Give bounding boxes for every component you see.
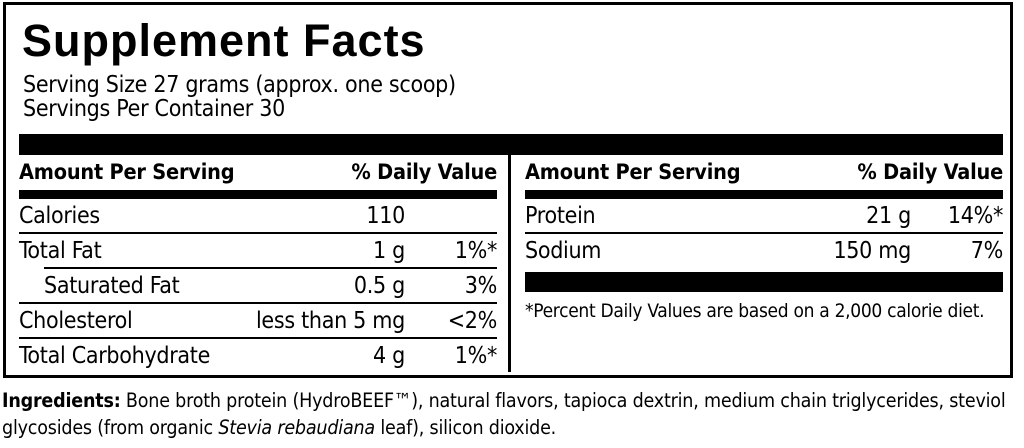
row-separator-indented bbox=[44, 267, 497, 269]
daily-value-header: % Daily Value bbox=[857, 160, 1003, 185]
nutrient-name: Protein bbox=[525, 202, 596, 229]
amount-per-serving-header: Amount Per Serving bbox=[19, 160, 235, 185]
nutrient-amount: 150 mg bbox=[833, 237, 911, 264]
ingredients-body: Bone broth protein (HydroBEEF™), natural… bbox=[2, 389, 1006, 439]
nutrition-table-right: Amount Per Serving % Daily Value Protein… bbox=[525, 155, 1003, 372]
nutrient-daily-value: <2% bbox=[447, 307, 498, 334]
nutrient-daily-value: 14%* bbox=[947, 202, 1003, 229]
nutrient-daily-value: 1%* bbox=[454, 237, 498, 264]
daily-value-footnote: *Percent Daily Values are based on a 2,0… bbox=[525, 300, 985, 322]
nutrient-name: Cholesterol bbox=[19, 307, 133, 334]
nutrient-name: Saturated Fat bbox=[44, 272, 180, 299]
nutrient-amount: 4 g bbox=[373, 342, 405, 369]
nutrition-tables: Amount Per Serving % Daily Value Calorie… bbox=[19, 155, 1003, 372]
nutrient-daily-value: 7% bbox=[970, 237, 1004, 264]
header-underline-bar bbox=[525, 190, 1003, 199]
nutrient-name: Sodium bbox=[525, 237, 602, 264]
supplement-facts-panel: Supplement Facts Serving Size 27 grams (… bbox=[3, 2, 1013, 378]
nutrient-row-calories: Calories 110 bbox=[19, 199, 497, 232]
row-separator bbox=[19, 232, 497, 234]
nutrient-daily-value: 3% bbox=[464, 272, 498, 299]
nutrient-name: Total Fat bbox=[19, 237, 102, 264]
nutrient-row-total-fat: Total Fat 1 g 1%* bbox=[19, 234, 497, 267]
panel-title: Supplement Facts bbox=[22, 15, 426, 66]
nutrition-table-left: Amount Per Serving % Daily Value Calorie… bbox=[19, 155, 497, 372]
servings-per-container-text: Servings Per Container 30 bbox=[23, 96, 285, 122]
row-separator bbox=[525, 232, 1003, 234]
ingredients-body-end: leaf), silicon dioxide. bbox=[374, 416, 557, 439]
nutrient-amount: 0.5 g bbox=[353, 272, 405, 299]
nutrient-row-sodium: Sodium 150 mg 7% bbox=[525, 234, 1003, 267]
nutrient-amount: 1 g bbox=[373, 237, 405, 264]
header-underline-bar bbox=[19, 190, 497, 199]
nutrient-row-cholesterol: Cholesterol less than 5 mg <2% bbox=[19, 304, 497, 337]
ingredients-latin-name: Stevia rebaudiana bbox=[218, 416, 375, 439]
nutrient-amount: 110 bbox=[366, 202, 405, 229]
nutrient-row-saturated-fat: Saturated Fat 0.5 g 3% bbox=[19, 269, 497, 302]
nutrient-name: Calories bbox=[19, 202, 100, 229]
serving-size-text: Serving Size 27 grams (approx. one scoop… bbox=[23, 72, 456, 98]
nutrient-row-protein: Protein 21 g 14%* bbox=[525, 199, 1003, 232]
table-header-right: Amount Per Serving % Daily Value bbox=[525, 155, 1003, 190]
nutrient-name: Total Carbohydrate bbox=[19, 342, 211, 369]
footnote-divider-bar bbox=[525, 272, 1003, 292]
row-separator bbox=[19, 302, 497, 304]
nutrient-amount: less than 5 mg bbox=[255, 307, 405, 334]
amount-per-serving-header: Amount Per Serving bbox=[525, 160, 741, 185]
nutrient-daily-value: 1%* bbox=[454, 342, 498, 369]
nutrient-row-total-carbohydrate: Total Carbohydrate 4 g 1%* bbox=[19, 339, 497, 372]
ingredients-label: Ingredients: bbox=[2, 389, 121, 412]
column-divider bbox=[508, 155, 511, 372]
row-separator bbox=[19, 337, 497, 339]
table-header-left: Amount Per Serving % Daily Value bbox=[19, 155, 497, 190]
top-divider-bar bbox=[19, 134, 1003, 155]
daily-value-header: % Daily Value bbox=[351, 160, 497, 185]
ingredients-text: Ingredients: Bone broth protein (HydroBE… bbox=[2, 387, 1018, 441]
nutrient-amount: 21 g bbox=[866, 202, 911, 229]
